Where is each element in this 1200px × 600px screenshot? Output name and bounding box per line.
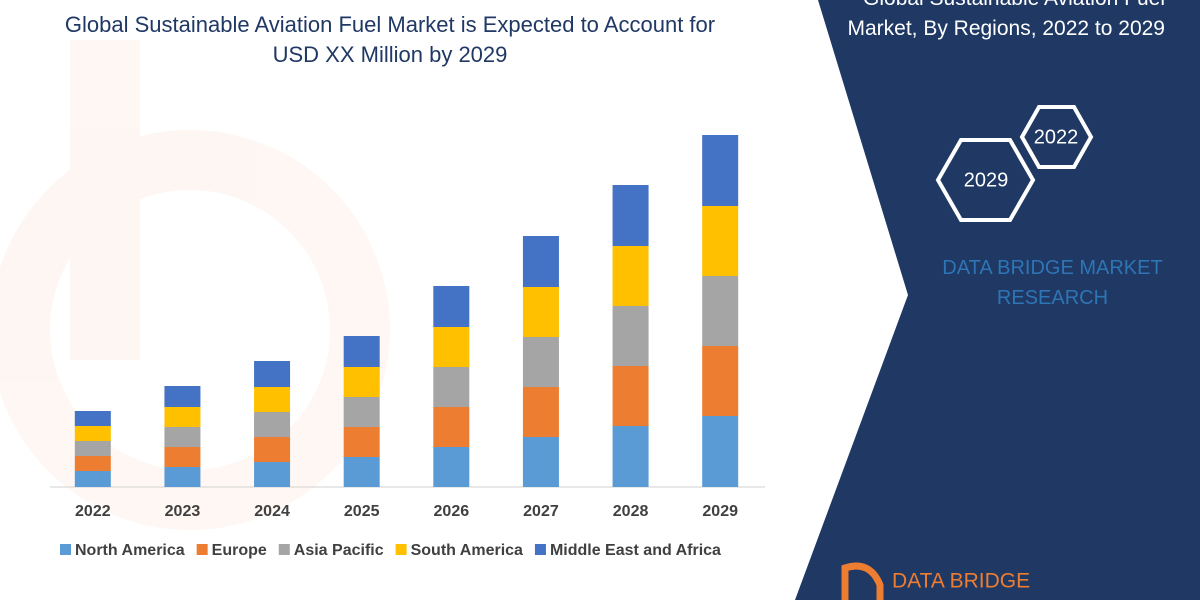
bar-segment <box>164 386 201 407</box>
bar-segment <box>612 426 649 487</box>
brand: DATA BRIDGE MARKET RESEARCH <box>942 257 1163 309</box>
logo-text: DATA BRIDGE <box>892 570 1030 593</box>
x-tick-label: 2025 <box>344 503 380 520</box>
bar-segment <box>433 327 470 367</box>
bar-segment <box>522 437 559 487</box>
bar-segment <box>702 416 739 487</box>
legend-label: North America <box>75 542 185 559</box>
bar-segment <box>254 412 291 437</box>
bar-segment <box>74 471 111 487</box>
bar-segment <box>164 447 201 467</box>
panel-title: Global Sustainable Aviation Fuel Market,… <box>847 0 1165 40</box>
bar-segment <box>433 407 470 447</box>
bar-segment <box>254 361 291 387</box>
bar-segment <box>612 366 649 426</box>
legend-swatch <box>196 544 208 555</box>
bar-segment <box>433 447 470 487</box>
x-tick-label: 2026 <box>434 503 470 520</box>
badge: 2022 <box>1034 126 1079 148</box>
bar-segment <box>164 467 201 487</box>
bar-segment <box>254 437 291 462</box>
legend-label: Europe <box>212 542 267 559</box>
x-tick-label: 2023 <box>165 503 201 520</box>
bar-segment <box>702 346 739 416</box>
bar-segment <box>612 246 649 306</box>
x-tick-label: 2029 <box>702 503 738 520</box>
bar-segment <box>612 306 649 366</box>
bar-segment <box>164 427 201 447</box>
hexagon <box>1019 105 1094 169</box>
legend-label: Asia Pacific <box>294 542 384 559</box>
x-tick-label: 2027 <box>523 503 559 520</box>
x-tick-label: 2024 <box>254 503 290 520</box>
bar-segment <box>433 367 470 407</box>
chart-title: Global Sustainable Aviation Fuel Market … <box>64 12 716 67</box>
badge: 2029 <box>964 169 1009 191</box>
bar-segment <box>343 397 380 427</box>
legend-label: Middle East and Africa <box>550 542 721 559</box>
bar-segment <box>343 427 380 457</box>
bar-segment <box>254 387 291 412</box>
bar-segment <box>343 367 380 397</box>
bar-segment <box>522 287 559 337</box>
bar-segment <box>343 457 380 487</box>
legend-swatch <box>534 544 546 555</box>
legend-label: South America <box>411 542 523 559</box>
bar-segment <box>702 206 739 276</box>
bar-segment <box>343 336 380 367</box>
bar-segment <box>74 426 111 441</box>
logo-icon <box>841 562 884 600</box>
bar-segment <box>522 236 559 287</box>
bar-segment <box>522 387 559 437</box>
legend-swatch <box>395 544 407 555</box>
hexagon <box>935 138 1036 222</box>
legend-swatch <box>60 544 71 555</box>
bar-segment <box>254 462 291 487</box>
bar-segment <box>433 286 470 327</box>
bar-segment <box>702 135 739 206</box>
bar-segment <box>74 456 111 471</box>
side-panel <box>795 0 1200 600</box>
x-tick-label: 2022 <box>75 503 111 520</box>
legend-swatch <box>278 544 290 555</box>
watermark <box>0 40 390 530</box>
bar-segment <box>702 276 739 346</box>
bar-segment <box>74 411 111 426</box>
bar-segment <box>164 407 201 427</box>
bar-segment <box>74 441 111 456</box>
bar-segment <box>522 337 559 387</box>
bar-segment <box>612 185 649 246</box>
x-tick-label: 2028 <box>613 503 649 520</box>
